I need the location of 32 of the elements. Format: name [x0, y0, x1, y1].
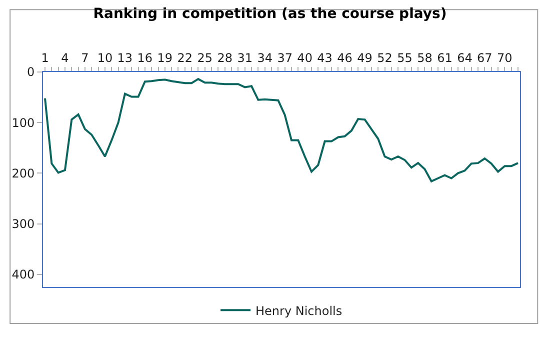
chart-title: Ranking in competition (as the course plays) [93, 6, 447, 22]
x-tick-label: 55 [397, 51, 412, 66]
x-tick-label: 70 [497, 51, 512, 66]
x-tick-label: 52 [377, 51, 392, 66]
x-tick-label: 10 [97, 51, 113, 66]
y-tick-label: 100 [12, 116, 35, 130]
x-tick-label: 49 [357, 51, 372, 66]
line-series [44, 78, 519, 182]
x-tick-label: 4 [61, 51, 69, 66]
y-tick-label: 200 [12, 166, 35, 180]
legend-label: Henry Nicholls [256, 304, 342, 318]
x-tick-label: 1 [41, 51, 49, 66]
y-tick-label: 400 [12, 268, 35, 282]
x-tick-label: 25 [197, 51, 213, 66]
x-tick-label: 16 [137, 51, 153, 66]
x-tick-label: 67 [477, 51, 492, 66]
x-tick-label: 7 [81, 51, 89, 66]
x-tick-label: 13 [117, 51, 133, 66]
x-tick-label: 31 [237, 51, 252, 66]
x-tick-label: 28 [217, 51, 233, 66]
x-tick-label: 58 [417, 51, 432, 66]
x-tick-label: 61 [437, 51, 452, 66]
x-tick-label: 43 [317, 51, 332, 66]
y-tick-label: 0 [26, 65, 35, 80]
x-tick-label: 46 [337, 51, 352, 66]
x-tick-label: 37 [277, 51, 292, 66]
y-tick-label: 300 [12, 216, 35, 231]
x-tick-label: 64 [457, 51, 472, 66]
x-tick-label: 34 [257, 51, 272, 66]
x-tick-label: 40 [297, 51, 312, 66]
x-tick-label: 19 [157, 51, 173, 66]
x-tick-label: 22 [177, 51, 193, 66]
